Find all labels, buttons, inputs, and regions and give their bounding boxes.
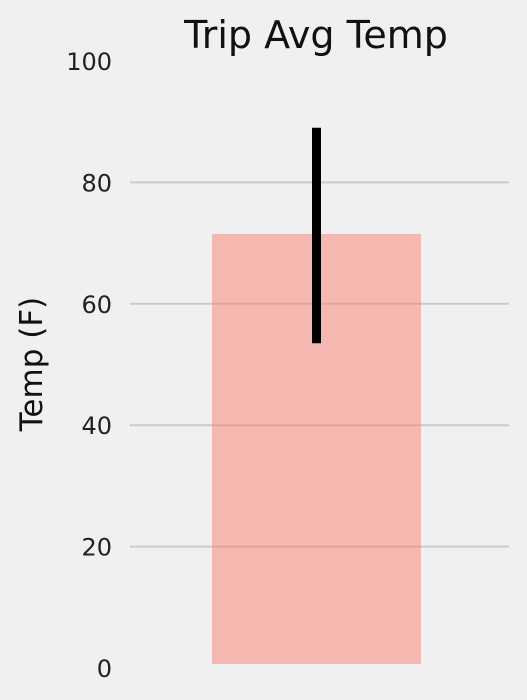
y-axis-label: Temp (F) bbox=[14, 297, 50, 433]
y-tick-label-20: 20 bbox=[81, 534, 112, 562]
y-tick-label-60: 60 bbox=[81, 291, 112, 319]
y-tick-label-0: 0 bbox=[97, 655, 112, 683]
chart-title: Trip Avg Temp bbox=[183, 13, 448, 57]
y-tick-label-80: 80 bbox=[81, 169, 112, 197]
y-tick-labels: 0 20 40 60 80 100 bbox=[66, 48, 112, 683]
y-tick-label-40: 40 bbox=[81, 412, 112, 440]
y-tick-label-100: 100 bbox=[66, 48, 112, 76]
